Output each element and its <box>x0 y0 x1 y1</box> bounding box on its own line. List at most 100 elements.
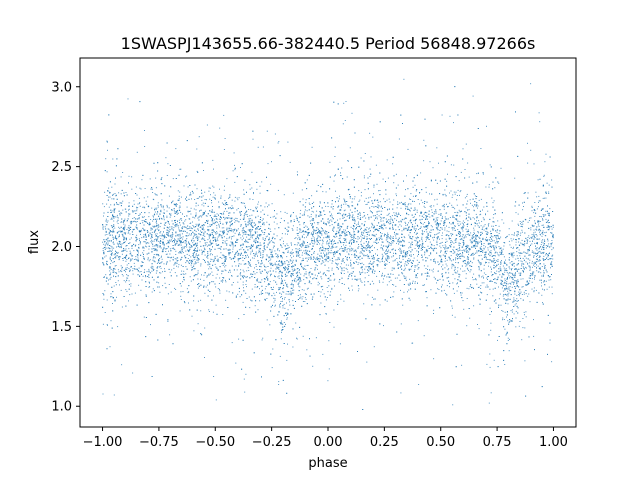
data-point <box>299 269 300 271</box>
data-point <box>209 224 211 226</box>
data-point <box>198 249 200 251</box>
data-point <box>279 304 280 306</box>
data-point <box>520 278 522 280</box>
data-point <box>237 251 238 252</box>
data-point <box>409 283 411 285</box>
data-point <box>315 278 317 280</box>
data-point <box>203 247 205 249</box>
data-point <box>440 251 441 253</box>
data-point <box>126 259 128 261</box>
data-point <box>196 225 198 227</box>
data-point <box>200 209 202 211</box>
data-point <box>106 238 108 240</box>
data-point <box>399 247 401 249</box>
data-point <box>450 255 452 257</box>
data-point <box>425 239 427 241</box>
data-point <box>408 222 409 224</box>
data-point <box>263 250 265 252</box>
data-point <box>240 225 242 227</box>
data-point <box>508 321 510 323</box>
data-point <box>256 231 258 233</box>
data-point <box>480 288 482 289</box>
data-point <box>193 226 194 228</box>
data-point <box>500 282 502 284</box>
data-point <box>311 241 313 243</box>
data-point <box>180 211 182 213</box>
data-point <box>130 259 132 261</box>
data-point <box>457 223 459 225</box>
data-point <box>434 262 436 264</box>
data-point <box>511 268 513 269</box>
data-point <box>146 239 147 241</box>
data-point <box>535 289 537 291</box>
data-point <box>244 252 246 254</box>
data-point <box>166 248 168 249</box>
data-point <box>543 251 545 253</box>
data-point <box>358 200 360 202</box>
data-point <box>331 203 333 205</box>
data-point <box>310 216 312 218</box>
data-point <box>371 280 373 282</box>
data-point <box>426 231 428 233</box>
data-point <box>551 361 553 363</box>
data-point <box>533 252 535 254</box>
data-point <box>281 279 283 281</box>
data-point <box>244 391 246 393</box>
data-point <box>501 253 503 255</box>
data-point <box>123 280 125 282</box>
data-point <box>407 291 408 293</box>
data-point <box>348 206 350 208</box>
data-point <box>532 273 534 275</box>
data-point <box>541 282 542 284</box>
data-point <box>402 304 404 306</box>
data-point <box>489 353 491 355</box>
data-point <box>200 215 202 217</box>
data-point <box>475 243 477 245</box>
data-point <box>189 223 191 224</box>
data-point <box>147 196 149 198</box>
data-point <box>350 226 352 228</box>
data-point <box>138 247 140 249</box>
data-point <box>330 252 332 254</box>
data-point <box>111 186 113 188</box>
data-point <box>328 235 330 237</box>
data-point <box>485 233 487 235</box>
data-point <box>145 221 147 223</box>
data-point <box>463 225 465 227</box>
data-point <box>402 255 404 256</box>
data-point <box>524 360 526 362</box>
data-point <box>541 242 543 243</box>
data-point <box>541 246 543 248</box>
data-point <box>407 148 409 150</box>
data-point <box>155 187 157 189</box>
data-point <box>218 283 220 284</box>
data-point <box>230 220 232 222</box>
data-point <box>317 253 319 255</box>
data-point <box>421 244 423 246</box>
data-point <box>395 173 397 175</box>
data-point <box>494 259 496 261</box>
data-point <box>190 256 192 258</box>
data-point <box>208 234 210 236</box>
data-point <box>414 209 416 211</box>
data-point <box>456 215 458 217</box>
data-point <box>332 228 334 230</box>
data-point <box>362 271 364 273</box>
data-point <box>175 250 177 252</box>
data-point <box>368 238 370 239</box>
data-point <box>488 259 490 261</box>
data-point <box>290 255 291 257</box>
data-point <box>433 358 435 360</box>
data-point <box>444 255 446 257</box>
data-point <box>496 260 497 262</box>
data-point <box>160 272 162 274</box>
data-point <box>377 242 379 244</box>
data-point <box>395 235 397 237</box>
data-point <box>423 205 425 207</box>
data-point <box>201 199 203 201</box>
data-point <box>386 237 388 239</box>
data-point <box>122 209 124 211</box>
data-point <box>111 252 113 254</box>
data-point <box>223 230 225 232</box>
data-point <box>436 220 438 222</box>
